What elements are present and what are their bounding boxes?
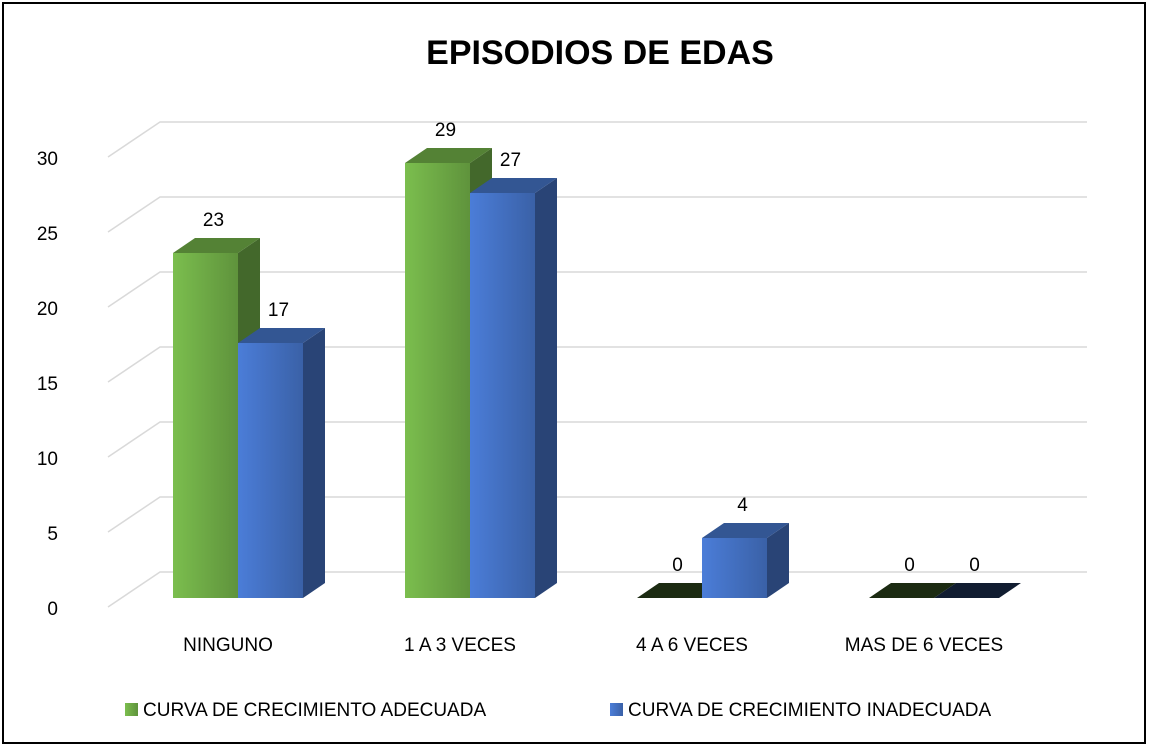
bar-top [934,583,1021,598]
bar [470,178,557,598]
bar-top [470,178,557,193]
bar-top [173,238,260,253]
bar [238,328,325,598]
y-tick-label: 15 [37,374,58,395]
y-tick-label: 20 [37,299,58,320]
bar-front [470,193,535,598]
x-tick-label: 1 A 3 VECES [404,635,516,656]
bar-front [405,163,470,598]
x-tick-label: MAS DE 6 VECES [845,635,1003,656]
bar-top [869,583,956,598]
value-label: 29 [435,120,456,141]
bar [702,523,789,598]
y-tick-label: 25 [37,224,58,245]
grid-line [107,421,1087,458]
value-label: 0 [672,555,683,576]
bar-top [405,148,492,163]
bar-top [238,328,325,343]
grid-line [107,271,1087,308]
bar [869,583,956,598]
bar-side [535,178,557,598]
x-tick-label: 4 A 6 VECES [636,635,748,656]
x-tick-label: NINGUNO [183,635,273,656]
chart-title: EPISODIOS DE EDAS [426,34,774,72]
y-tick-label: 5 [47,524,58,545]
legend-swatch [125,703,138,716]
grid-line [107,496,1087,533]
grid-line [107,121,1087,158]
bar-front [238,343,303,598]
value-label: 23 [203,210,224,231]
legend-label: CURVA DE CRECIMIENTO ADECUADA [143,700,486,721]
value-label: 0 [904,555,915,576]
bar-front [173,253,238,598]
value-label: 27 [500,150,521,171]
value-label: 17 [268,300,289,321]
bar-side [767,523,789,598]
bar [934,583,1021,598]
grid-line [107,196,1087,233]
value-label: 4 [737,495,748,516]
legend-swatch [610,703,623,716]
bar-top [702,523,789,538]
legend-label: CURVA DE CRECIMIENTO INADECUADA [628,700,991,721]
y-tick-label: 30 [37,149,58,170]
value-label: 0 [969,555,980,576]
y-tick-label: 10 [37,449,58,470]
bar-front [702,538,767,598]
bar-side [303,328,325,598]
y-tick-label: 0 [47,599,58,620]
grid-line [107,346,1087,383]
